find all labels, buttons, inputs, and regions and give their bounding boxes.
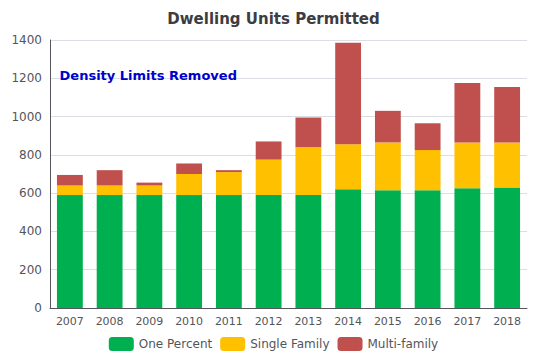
svg-text:200: 200 [19,263,42,277]
svg-text:2012: 2012 [255,315,283,328]
svg-text:1400: 1400 [11,33,42,47]
svg-text:2010: 2010 [175,315,203,328]
svg-text:2016: 2016 [414,315,442,328]
svg-text:2008: 2008 [96,315,124,328]
svg-text:2014: 2014 [334,315,362,328]
svg-text:600: 600 [19,186,42,200]
svg-text:2018: 2018 [493,315,521,328]
svg-text:2013: 2013 [294,315,322,328]
svg-text:2007: 2007 [56,315,84,328]
svg-text:Multi-family: Multi-family [368,337,439,351]
svg-text:800: 800 [19,148,42,162]
svg-text:0: 0 [34,301,42,315]
svg-text:1000: 1000 [11,110,42,124]
svg-text:2011: 2011 [215,315,243,328]
svg-text:Single Family: Single Family [250,337,329,351]
svg-text:One Percent: One Percent [139,337,213,351]
svg-text:Dwelling Units Permitted: Dwelling Units Permitted [167,10,379,28]
svg-text:1200: 1200 [11,71,42,85]
svg-text:2017: 2017 [453,315,481,328]
svg-text:Density Limits Removed: Density Limits Removed [60,68,237,83]
svg-text:2009: 2009 [135,315,163,328]
svg-text:400: 400 [19,224,42,238]
svg-text:2015: 2015 [374,315,402,328]
